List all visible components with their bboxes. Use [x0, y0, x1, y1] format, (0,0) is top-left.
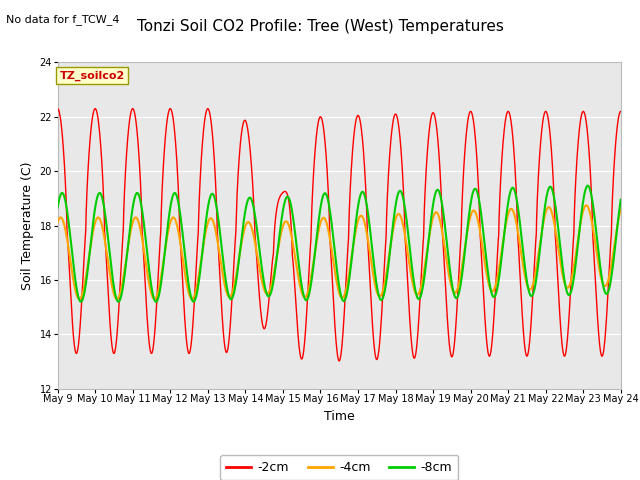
X-axis label: Time: Time [324, 410, 355, 423]
Text: TZ_soilco2: TZ_soilco2 [60, 71, 125, 81]
Y-axis label: Soil Temperature (C): Soil Temperature (C) [21, 161, 34, 290]
Text: No data for f_TCW_4: No data for f_TCW_4 [6, 14, 120, 25]
Legend: -2cm, -4cm, -8cm: -2cm, -4cm, -8cm [220, 455, 458, 480]
Text: Tonzi Soil CO2 Profile: Tree (West) Temperatures: Tonzi Soil CO2 Profile: Tree (West) Temp… [136, 19, 504, 34]
